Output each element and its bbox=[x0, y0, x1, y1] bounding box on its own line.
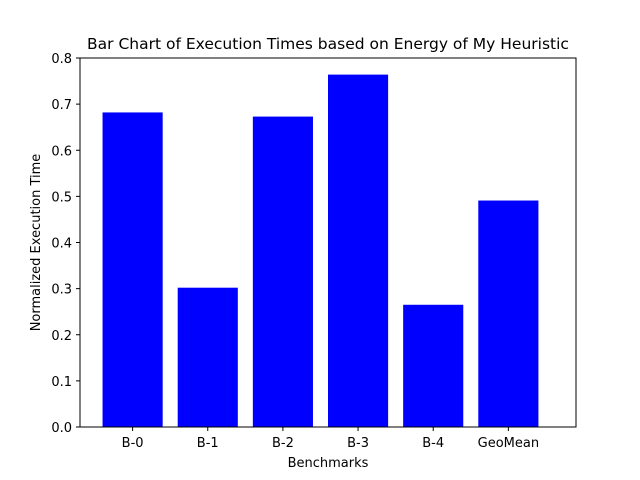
x-tick-label: GeoMean bbox=[478, 436, 539, 451]
bars-group bbox=[102, 74, 539, 428]
y-tick-label: 0.0 bbox=[51, 421, 72, 436]
y-tick-label: 0.4 bbox=[51, 237, 72, 252]
x-axis-label: Benchmarks bbox=[288, 456, 369, 471]
y-axis: 0.0 0.1 0.2 0.3 0.4 0.5 0.6 0.7 0.8 bbox=[51, 52, 80, 436]
y-tick-label: 0.5 bbox=[51, 190, 72, 205]
chart-title: Bar Chart of Execution Times based on En… bbox=[87, 35, 569, 53]
x-tick-label: B-0 bbox=[122, 436, 144, 451]
y-tick-label: 0.2 bbox=[51, 329, 72, 344]
x-tick-label: B-2 bbox=[272, 436, 294, 451]
bar-b-1 bbox=[177, 287, 238, 427]
bar-b-3 bbox=[328, 74, 389, 428]
x-tick-label: B-3 bbox=[347, 436, 369, 451]
y-tick-label: 0.8 bbox=[51, 52, 72, 67]
bar-geomean bbox=[478, 200, 539, 427]
bar-b-0 bbox=[102, 112, 163, 428]
y-tick-label: 0.3 bbox=[51, 283, 72, 298]
y-tick-label: 0.1 bbox=[51, 375, 72, 390]
x-tick-label: B-1 bbox=[197, 436, 219, 451]
y-axis-label: Normalized Execution Time bbox=[29, 154, 44, 332]
bar-b-4 bbox=[403, 304, 464, 427]
y-tick-label: 0.7 bbox=[51, 98, 72, 113]
bar-b-2 bbox=[252, 116, 313, 427]
x-tick-label: B-4 bbox=[422, 436, 444, 451]
y-tick-label: 0.6 bbox=[51, 144, 72, 159]
x-axis: B-0 B-1 B-2 B-3 B-4 GeoMean bbox=[122, 427, 539, 451]
